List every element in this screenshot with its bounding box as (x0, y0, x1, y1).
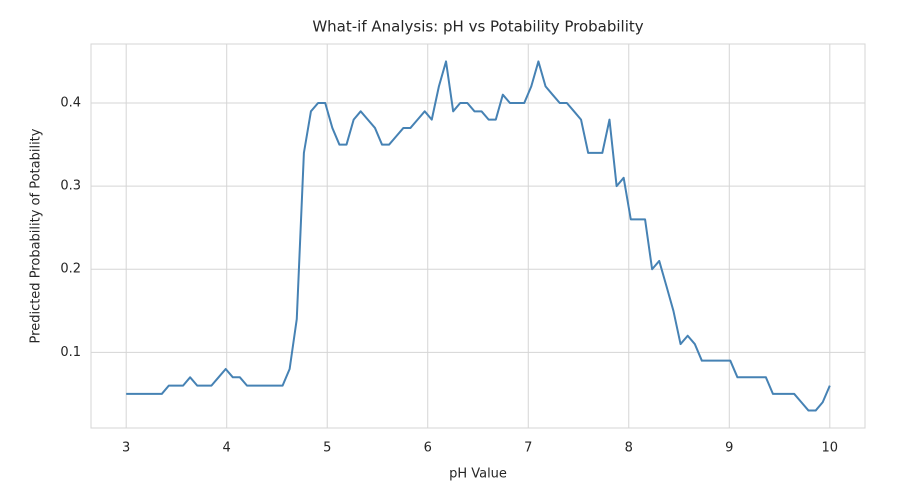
y-tick-label: 0.2 (60, 262, 81, 277)
x-tick-label: 6 (424, 441, 432, 456)
plot-frame (90, 43, 866, 429)
x-tick-label: 10 (822, 441, 839, 456)
chart-title: What-if Analysis: pH vs Potability Proba… (312, 18, 643, 36)
x-tick-label: 9 (725, 441, 733, 456)
x-tick-label: 5 (323, 441, 331, 456)
x-tick-label: 7 (524, 441, 532, 456)
x-axis-label: pH Value (449, 467, 507, 482)
y-axis-label: Predicted Probability of Potability (29, 128, 44, 343)
x-tick-label: 8 (625, 441, 633, 456)
y-tick-label: 0.4 (60, 96, 81, 111)
x-tick-label: 3 (122, 441, 130, 456)
x-tick-label: 4 (223, 441, 231, 456)
y-tick-label: 0.3 (60, 179, 81, 194)
data-line (126, 60, 831, 412)
y-tick-label: 0.1 (60, 345, 81, 360)
